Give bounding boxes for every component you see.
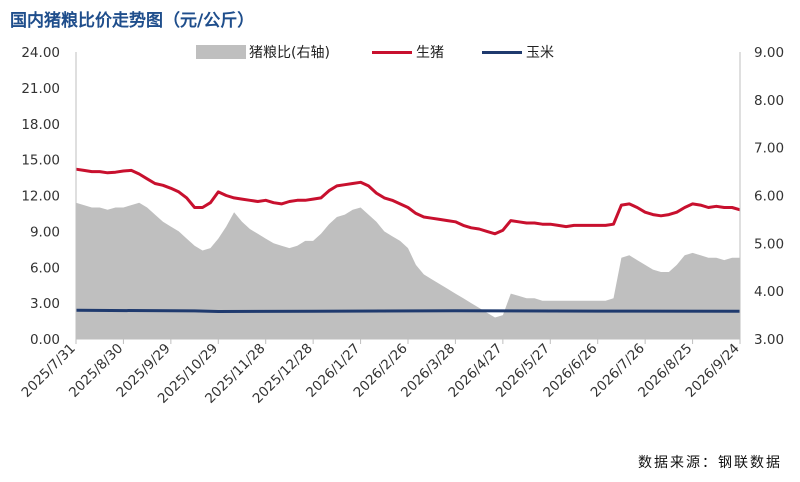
chart-legend: 猪粮比(右轴) 生猪 玉米 xyxy=(0,42,800,66)
y-tick-label: 0.00 xyxy=(30,332,60,348)
y2-tick-label: 7.00 xyxy=(754,141,784,157)
y-tick-label: 24.00 xyxy=(21,45,60,61)
legend-item-hog: 生猪 xyxy=(372,42,444,62)
series-area-ratio xyxy=(76,202,740,339)
legend-item-corn: 玉米 xyxy=(482,42,554,62)
y-tick-label: 3.00 xyxy=(30,296,60,312)
legend-label-ratio: 猪粮比(右轴) xyxy=(249,45,330,61)
y2-tick-label: 5.00 xyxy=(754,236,784,252)
series-line-hog xyxy=(75,167,741,236)
chart-title: 国内猪粮比价走势图（元/公斤） xyxy=(10,11,255,31)
legend-item-ratio: 猪粮比(右轴) xyxy=(196,42,330,62)
data-source-note: 数据来源：钢联数据 xyxy=(638,455,782,471)
legend-label-corn: 玉米 xyxy=(526,45,554,61)
series-line-corn xyxy=(75,308,741,313)
y-tick-label: 12.00 xyxy=(21,189,60,205)
y-tick-label: 9.00 xyxy=(30,224,60,240)
y-tick-label: 15.00 xyxy=(21,153,60,169)
y2-tick-label: 8.00 xyxy=(754,93,784,109)
legend-swatch-corn xyxy=(482,50,522,54)
y2-tick-label: 6.00 xyxy=(754,189,784,205)
y2-tick-label: 3.00 xyxy=(754,332,784,348)
y-tick-label: 6.00 xyxy=(30,260,60,276)
y2-tick-label: 9.00 xyxy=(754,45,784,61)
legend-swatch-ratio xyxy=(196,45,246,59)
y2-tick-label: 4.00 xyxy=(754,284,784,300)
y-tick-label: 21.00 xyxy=(21,81,60,97)
legend-swatch-hog xyxy=(372,50,412,54)
y-tick-label: 18.00 xyxy=(21,117,60,133)
legend-label-hog: 生猪 xyxy=(416,45,444,61)
